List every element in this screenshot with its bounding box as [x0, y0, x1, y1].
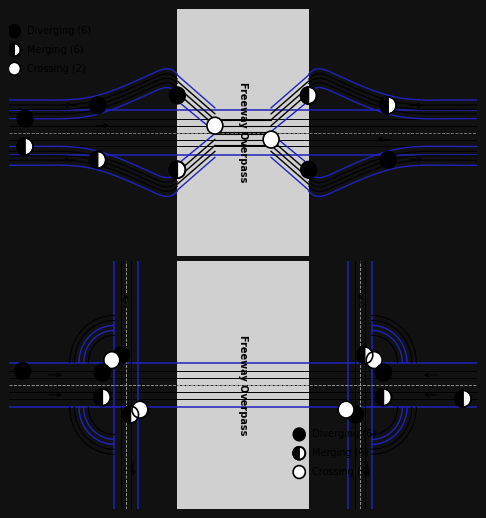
- Wedge shape: [455, 391, 463, 407]
- Circle shape: [366, 352, 382, 368]
- Circle shape: [104, 352, 120, 368]
- Text: Merging (6): Merging (6): [312, 448, 369, 458]
- Circle shape: [8, 44, 20, 56]
- Circle shape: [17, 110, 33, 127]
- Circle shape: [122, 406, 139, 423]
- Circle shape: [293, 466, 305, 479]
- Circle shape: [338, 401, 354, 418]
- Circle shape: [8, 25, 20, 37]
- Circle shape: [455, 391, 471, 407]
- Wedge shape: [293, 447, 299, 459]
- Wedge shape: [376, 389, 383, 406]
- Circle shape: [380, 151, 396, 168]
- Wedge shape: [380, 97, 388, 114]
- Text: Freeway Overpass: Freeway Overpass: [238, 335, 248, 435]
- Circle shape: [301, 87, 316, 104]
- Circle shape: [94, 364, 110, 381]
- Wedge shape: [357, 347, 365, 364]
- Circle shape: [8, 62, 20, 75]
- Circle shape: [94, 389, 110, 406]
- Wedge shape: [8, 44, 15, 56]
- Circle shape: [347, 406, 364, 423]
- Circle shape: [132, 401, 148, 418]
- Circle shape: [113, 347, 129, 364]
- Circle shape: [90, 97, 106, 114]
- Text: Diverging (6): Diverging (6): [312, 429, 377, 439]
- Text: Crossing (4): Crossing (4): [312, 467, 371, 477]
- Circle shape: [263, 131, 279, 148]
- Wedge shape: [301, 87, 309, 104]
- Wedge shape: [17, 138, 25, 155]
- Bar: [177, 9, 309, 256]
- Text: Crossing (2): Crossing (2): [28, 64, 86, 74]
- Circle shape: [207, 117, 223, 134]
- Circle shape: [170, 87, 185, 104]
- Circle shape: [293, 428, 305, 441]
- Wedge shape: [90, 151, 98, 168]
- Circle shape: [376, 389, 392, 406]
- Circle shape: [90, 151, 106, 168]
- Circle shape: [357, 347, 373, 364]
- Wedge shape: [94, 389, 103, 406]
- Bar: [177, 261, 309, 509]
- Circle shape: [293, 447, 305, 459]
- Circle shape: [170, 161, 185, 178]
- Circle shape: [380, 97, 396, 114]
- Circle shape: [15, 363, 31, 379]
- Circle shape: [301, 161, 316, 178]
- Wedge shape: [122, 406, 131, 423]
- Text: Diverging (6): Diverging (6): [28, 26, 92, 36]
- Wedge shape: [170, 161, 177, 178]
- Text: Freeway Overpass: Freeway Overpass: [238, 82, 248, 183]
- Text: Merging (6): Merging (6): [28, 45, 84, 55]
- Circle shape: [376, 364, 392, 381]
- Circle shape: [17, 138, 33, 155]
